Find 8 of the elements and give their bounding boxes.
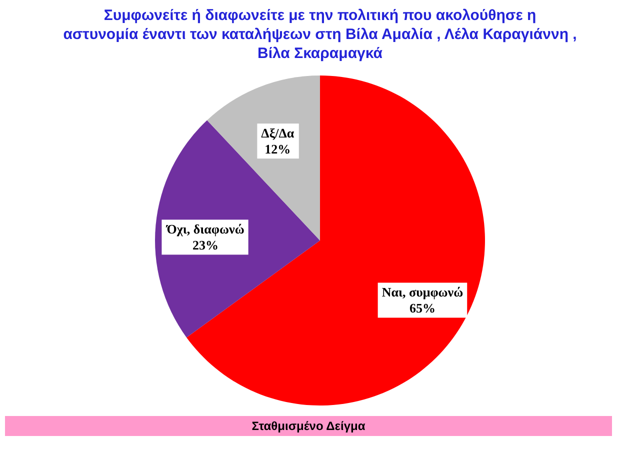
chart-title: Συμφωνείτε ή διαφωνείτε με την πολιτική που ακολούθησε η αστυνομία έναντι των καταλήψεων στη Βίλα Αμαλία , Λέλα Καραγιάννη , Βίλα Σκαραμαγκά: [63, 7, 577, 62]
data-label: 12%: [264, 142, 291, 157]
text: Σταθμισμένο Δείγμα: [5, 416, 612, 436]
slice-label: Όχι, διαφωνώ: [166, 222, 244, 237]
slice-label: Ναι, συμφωνώ: [382, 284, 464, 300]
data-label: 65%: [409, 300, 436, 316]
data-label: 23%: [192, 238, 219, 253]
slice-label: Δξ/Δα: [261, 126, 295, 141]
